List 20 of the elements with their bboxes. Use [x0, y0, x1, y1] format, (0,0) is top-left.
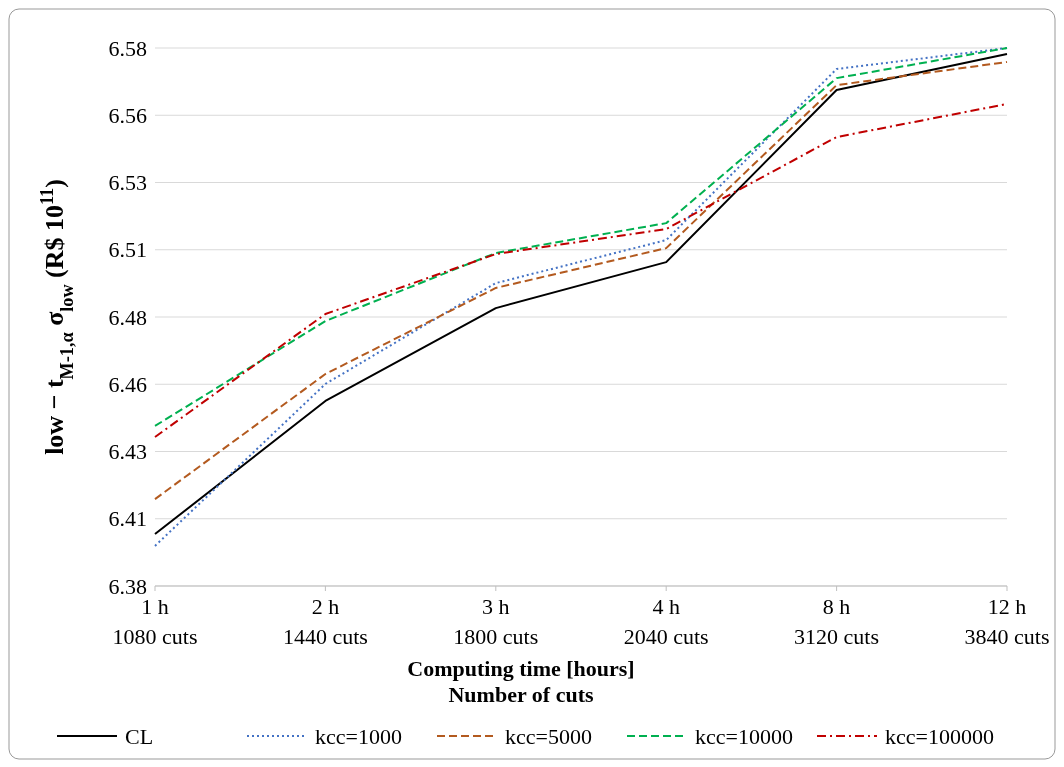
y-tick-label: 6.53 — [108, 170, 147, 196]
y-tick-label: 6.46 — [108, 371, 147, 397]
y-tick-label: 6.48 — [108, 304, 147, 330]
x-tick-label: 3 h 1800 cuts — [453, 594, 539, 649]
y-tick-label: 6.43 — [108, 439, 147, 465]
x-tick-label: 2 h 1440 cuts — [282, 594, 368, 649]
legend-label: CL — [125, 723, 154, 749]
x-tick-label: 8 h 3120 cuts — [794, 594, 880, 649]
legend-label: kcc=100000 — [885, 723, 994, 749]
legend-label: kcc=10000 — [695, 723, 793, 749]
line-series — [154, 47, 1008, 427]
legend-label: kcc=5000 — [505, 723, 592, 749]
y-tick-label: 6.56 — [108, 102, 147, 128]
y-tick-label: 6.41 — [108, 506, 147, 532]
x-tick-label: 4 h 2040 cuts — [623, 594, 709, 649]
y-tick-label: 6.58 — [108, 35, 147, 61]
y-tick-label: 6.51 — [108, 237, 147, 263]
x-tick-label: 12 h 3840 cuts — [964, 594, 1050, 649]
legend-label: kcc=1000 — [315, 723, 402, 749]
x-axis-title: Computing time [hours] Number of cuts — [407, 656, 635, 707]
